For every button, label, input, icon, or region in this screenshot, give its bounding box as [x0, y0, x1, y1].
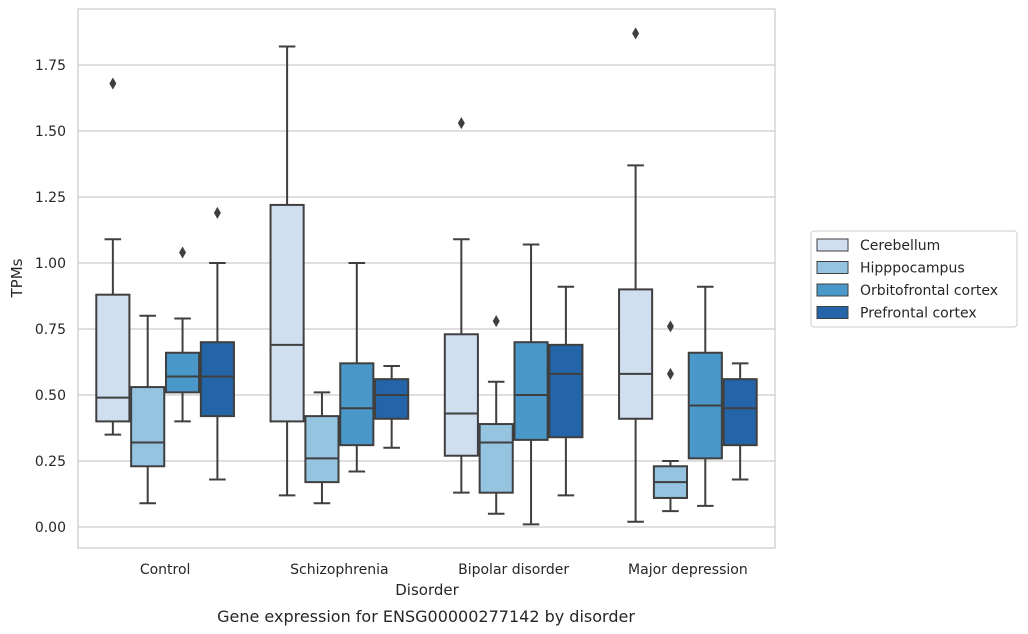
box-plot — [339, 262, 375, 473]
outlier-point — [213, 206, 221, 219]
plot-frame — [77, 8, 776, 549]
box — [304, 415, 340, 484]
outlier-point — [109, 77, 117, 90]
box-plot — [130, 314, 166, 505]
legend-swatch — [816, 283, 849, 297]
box-plot — [652, 460, 689, 513]
outlier-point — [666, 320, 674, 333]
legend-frame — [810, 230, 1018, 328]
box-plot — [374, 364, 410, 449]
grid-lines — [78, 64, 775, 528]
box-plot — [164, 246, 201, 423]
plot-area — [78, 9, 775, 548]
y-axis-label: TPMs — [8, 258, 26, 298]
outlier-point — [632, 27, 640, 40]
box-plot — [548, 285, 584, 497]
box — [478, 423, 514, 494]
box — [722, 378, 758, 447]
box-plot — [443, 117, 479, 494]
y-tick-label: 1.50 — [35, 124, 66, 140]
x-tick-label: Schizophrenia — [290, 562, 388, 578]
y-tick-label: 1.25 — [35, 190, 66, 206]
box — [164, 351, 201, 394]
x-tick-label: Bipolar disorder — [458, 562, 569, 578]
outlier-point — [666, 367, 674, 380]
y-tick-label: 1.75 — [35, 58, 66, 74]
box — [269, 203, 305, 423]
legend-swatch — [816, 238, 849, 252]
box — [339, 362, 375, 447]
y-tick-labels: 0.00 0.25 0.50 0.75 1.00 1.25 1.50 1.75 — [35, 58, 66, 536]
y-tick-label: 0.00 — [35, 520, 66, 536]
box — [199, 341, 235, 418]
outlier-point — [457, 117, 465, 130]
box-plot — [618, 27, 654, 523]
x-axis-label: Disorder — [395, 581, 459, 599]
legend-label: Cerebellum — [860, 238, 940, 254]
legend-label: Orbitofrontal cortex — [860, 283, 998, 299]
box — [548, 343, 584, 439]
legend-swatch — [816, 261, 849, 274]
x-tick-labels: Control Schizophrenia Bipolar disorder Majo… — [140, 562, 748, 578]
x-tick-label: Major depression — [628, 562, 748, 578]
box-plot — [687, 285, 723, 507]
box — [618, 288, 654, 420]
box-groups — [95, 27, 758, 526]
box — [443, 333, 479, 457]
box-plot — [478, 315, 514, 515]
outlier-point — [492, 315, 500, 328]
y-tick-label: 0.75 — [35, 322, 66, 338]
box-plot — [199, 206, 235, 481]
box-plot — [304, 391, 340, 505]
legend: Cerebellum Hipppocampus Orbitofrontal cort… — [810, 230, 1018, 328]
x-tick-label: Control — [140, 562, 191, 578]
chart-caption: Gene expression for ENSG00000277142 by d… — [217, 607, 635, 626]
legend-label: Prefrontal cortex — [860, 306, 977, 322]
box — [513, 341, 549, 441]
box-plot — [95, 77, 131, 436]
box-plot — [513, 243, 549, 526]
outlier-point — [179, 246, 187, 259]
box — [374, 378, 410, 420]
y-tick-label: 0.50 — [35, 388, 66, 404]
box-plot — [269, 45, 305, 497]
box — [130, 386, 166, 468]
legend-label: Hipppocampus — [860, 261, 965, 277]
legend-swatch — [816, 306, 849, 319]
box-plot — [722, 362, 758, 481]
box — [95, 293, 131, 423]
y-tick-label: 0.25 — [35, 454, 66, 470]
y-tick-label: 1.00 — [35, 256, 66, 272]
